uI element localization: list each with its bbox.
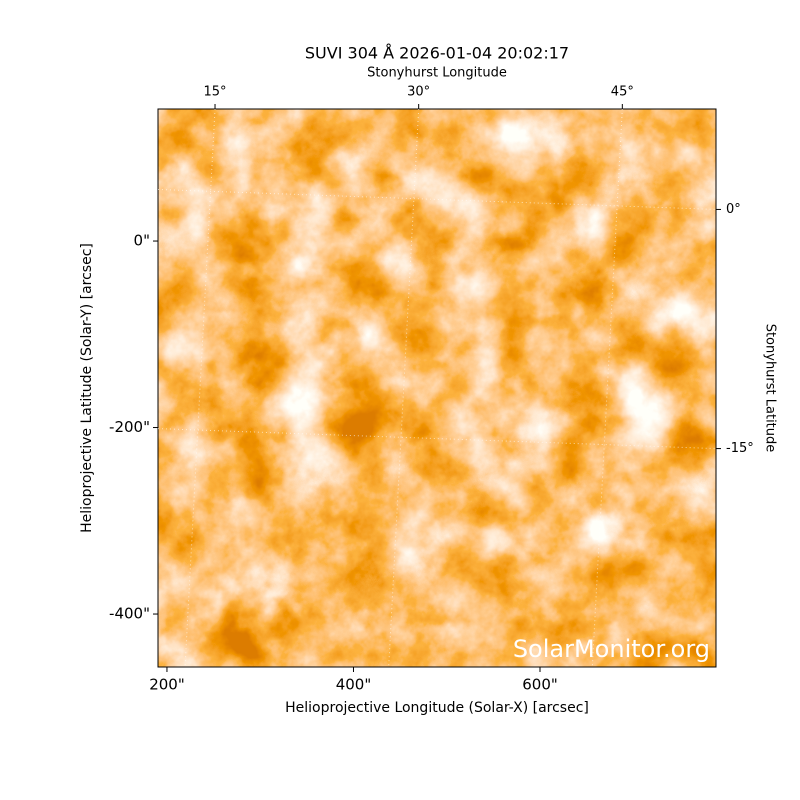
y-tick-label: -400" — [109, 605, 150, 623]
solar-image — [158, 109, 716, 667]
chart-title: SUVI 304 Å 2026-01-04 20:02:17 — [305, 44, 569, 63]
watermark: SolarMonitor.org — [513, 635, 710, 663]
x2-tick-label: 30° — [407, 85, 430, 100]
x2-tick-label: 15° — [203, 85, 226, 100]
y-axis-label: Helioprojective Latitude (Solar-Y) [arcs… — [79, 243, 95, 533]
x-tick-label: 200" — [149, 676, 185, 694]
x-tick-label: 600" — [522, 676, 558, 694]
y2-axis-label: Stonyhurst Latitude — [763, 324, 778, 453]
y-tick-label: 0" — [134, 232, 150, 250]
y-tick-label: -200" — [109, 418, 150, 436]
y2-tick-label: -15° — [726, 441, 754, 456]
y2-tick-label: 0° — [726, 202, 741, 217]
x-axis-label: Helioprojective Longitude (Solar-X) [arc… — [285, 700, 589, 716]
plot-frame — [157, 108, 717, 668]
x2-tick-label: 45° — [611, 85, 634, 100]
x-tick-label: 400" — [336, 676, 372, 694]
x2-axis-label: Stonyhurst Longitude — [367, 66, 507, 81]
